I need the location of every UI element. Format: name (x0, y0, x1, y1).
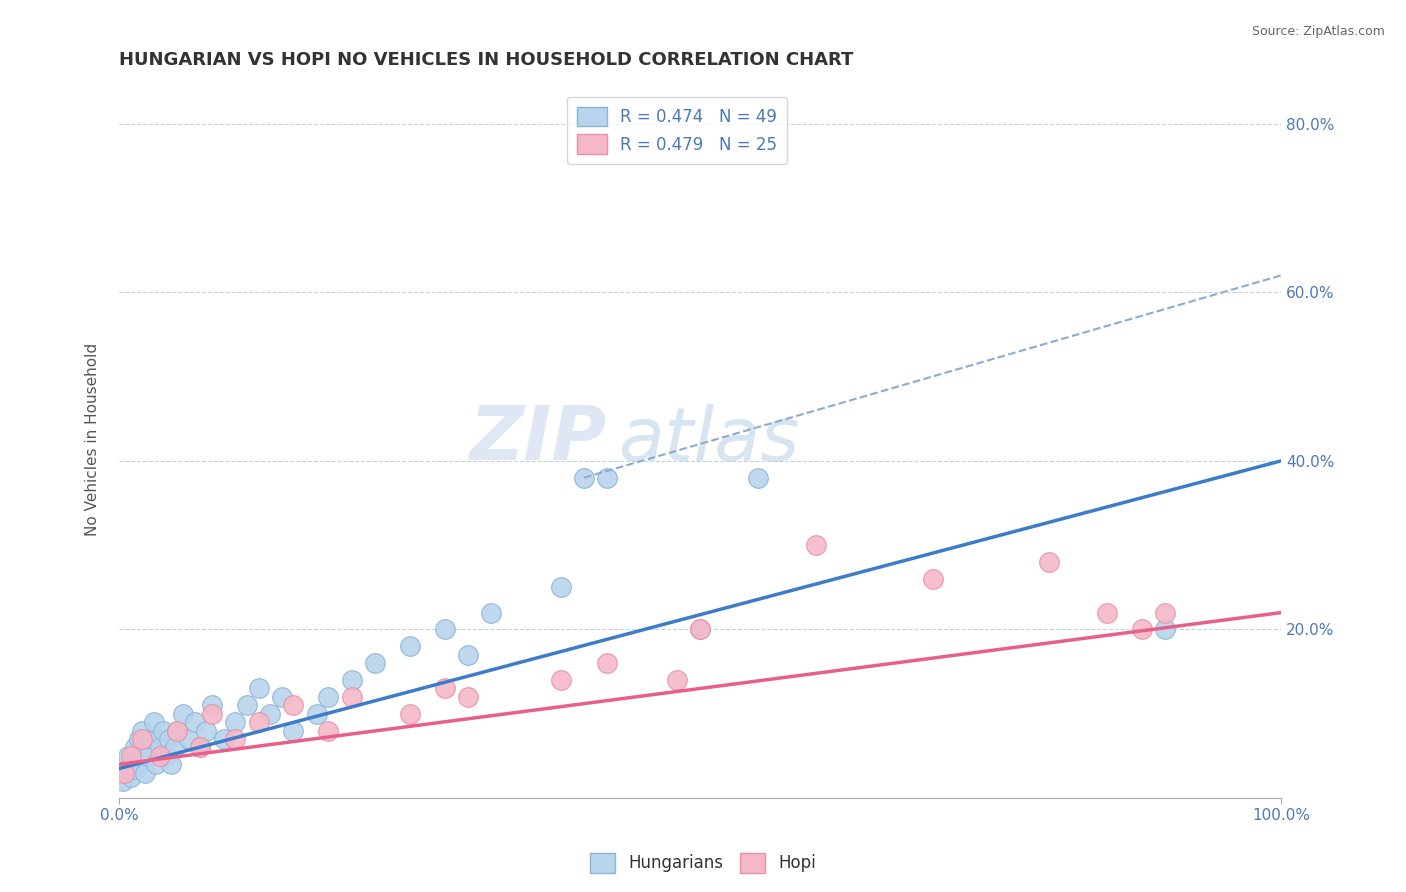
Point (340, 690, 363, 704)
Point (806, 538, 828, 552)
Point (124, 740, 146, 755)
Point (125, 762, 148, 776)
Point (596, 656, 619, 670)
Point (1154, 623, 1177, 637)
Point (131, 732, 153, 747)
Point (117, 748, 139, 763)
Point (120, 748, 142, 763)
Point (1130, 623, 1153, 637)
Point (128, 732, 150, 747)
Point (283, 723, 305, 738)
Point (247, 715, 270, 730)
Point (747, 470, 769, 484)
Point (305, 706, 328, 721)
Point (195, 723, 218, 738)
Point (141, 732, 163, 747)
Point (142, 715, 165, 730)
Point (114, 765, 136, 780)
Point (1095, 606, 1118, 620)
Point (190, 740, 212, 755)
Point (177, 732, 200, 747)
Point (236, 698, 259, 713)
Point (201, 698, 224, 713)
Point (111, 774, 134, 789)
Point (160, 757, 183, 772)
Point (120, 770, 142, 784)
Point (166, 723, 188, 738)
Point (283, 698, 305, 713)
Legend: R = 0.474   N = 49, R = 0.479   N = 25: R = 0.474 N = 49, R = 0.479 N = 25 (567, 97, 787, 163)
Point (129, 748, 152, 763)
Point (550, 673, 572, 687)
Point (364, 656, 387, 670)
Point (112, 765, 135, 780)
Point (665, 673, 688, 687)
Point (340, 673, 363, 687)
Point (134, 765, 156, 780)
Point (398, 640, 420, 654)
Point (572, 470, 595, 484)
Point (433, 623, 456, 637)
Point (157, 732, 180, 747)
Point (457, 648, 479, 662)
Point (1154, 606, 1177, 620)
Point (224, 715, 246, 730)
Point (145, 757, 167, 772)
Point (201, 706, 224, 721)
Point (259, 706, 281, 721)
Point (190, 740, 212, 755)
Legend: Hungarians, Hopi: Hungarians, Hopi (583, 847, 823, 880)
Point (224, 732, 246, 747)
Point (122, 757, 145, 772)
Point (479, 606, 502, 620)
Point (131, 723, 153, 738)
Point (689, 623, 711, 637)
Point (596, 470, 619, 484)
Point (398, 706, 420, 721)
Point (149, 748, 172, 763)
Point (689, 623, 711, 637)
Point (155, 748, 177, 763)
Text: Source: ZipAtlas.com: Source: ZipAtlas.com (1251, 25, 1385, 38)
Point (136, 748, 159, 763)
Text: ZIP: ZIP (470, 403, 607, 476)
Point (247, 681, 270, 696)
Point (1038, 555, 1060, 569)
Point (921, 572, 943, 586)
Point (183, 715, 205, 730)
Point (166, 723, 188, 738)
Point (163, 740, 186, 755)
Point (550, 580, 572, 594)
Y-axis label: No Vehicles in Household: No Vehicles in Household (86, 343, 100, 536)
Point (270, 690, 292, 704)
Point (316, 723, 339, 738)
Point (152, 723, 174, 738)
Point (149, 740, 172, 755)
Point (172, 706, 194, 721)
Text: atlas: atlas (619, 404, 800, 475)
Text: HUNGARIAN VS HOPI NO VEHICLES IN HOUSEHOLD CORRELATION CHART: HUNGARIAN VS HOPI NO VEHICLES IN HOUSEHO… (120, 51, 853, 69)
Point (433, 681, 456, 696)
Point (457, 690, 479, 704)
Point (316, 690, 339, 704)
Point (212, 732, 235, 747)
